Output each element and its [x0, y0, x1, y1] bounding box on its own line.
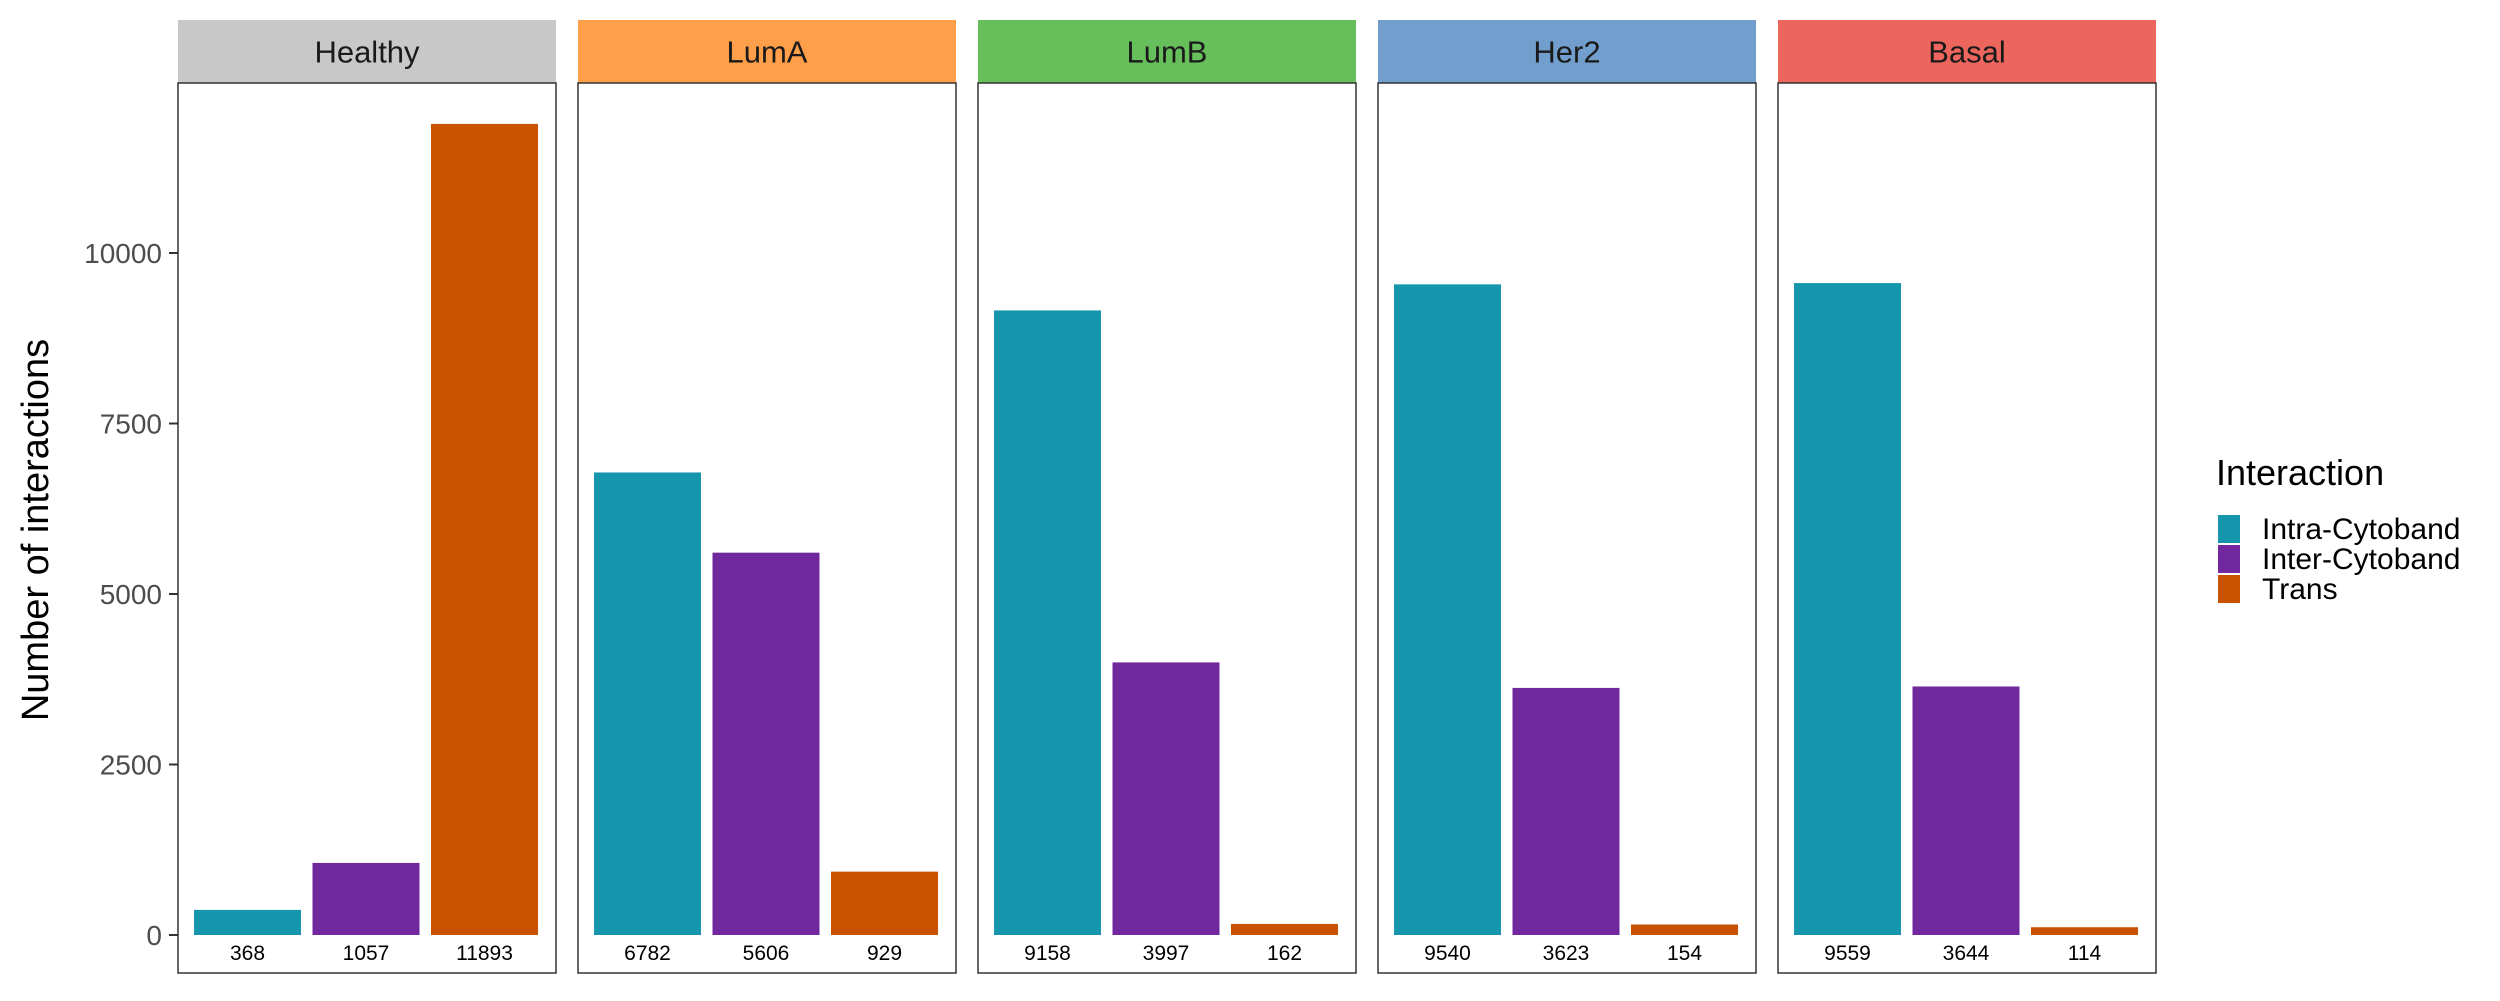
legend-title: Interaction	[2216, 452, 2384, 493]
facet-strip-label: LumA	[727, 35, 808, 70]
legend-label: Inter-Cytoband	[2262, 543, 2460, 576]
facet-her2: Her2 9540 3623 154	[1377, 20, 1757, 974]
bar-healthy-trans	[431, 123, 538, 935]
y-axis-title: Number of interactions	[15, 339, 57, 721]
legend-key	[2218, 515, 2240, 543]
facet-strip-label: Her2	[1533, 35, 1600, 70]
bar-lumb-inter-cytoband	[1112, 662, 1220, 935]
facet-basal: Basal 9559 3644 114	[1777, 20, 2157, 974]
y-tick-label: 7500	[100, 409, 162, 440]
facet-strip-label: Healthy	[314, 35, 420, 70]
bar-value-label: 1057	[343, 942, 390, 965]
legend-key	[2218, 575, 2240, 603]
legend-label: Trans	[2262, 573, 2338, 606]
bar-her2-inter-cytoband	[1512, 687, 1620, 935]
facet-lumb: LumB 9158 3997 162	[977, 20, 1357, 974]
bar-luma-trans	[831, 871, 938, 935]
y-tick-label: 0	[146, 920, 162, 951]
facet-strip	[1378, 20, 1756, 83]
facet-strip-label: LumB	[1127, 35, 1208, 70]
bar-value-label: 9540	[1424, 942, 1471, 965]
bar-her2-trans	[1631, 924, 1738, 935]
bar-value-label: 3623	[1543, 942, 1590, 965]
bar-value-label: 3644	[1943, 942, 1990, 965]
y-axis: 0 2500 5000 7500 10000	[84, 238, 178, 951]
facet-strip	[1778, 20, 2156, 83]
bar-value-label: 162	[1267, 942, 1302, 965]
y-tick-label: 2500	[100, 750, 162, 781]
bar-her2-intra-cytoband	[1394, 284, 1501, 935]
bar-value-label: 11893	[456, 942, 513, 965]
bar-lumb-trans	[1231, 923, 1338, 935]
bar-lumb-intra-cytoband	[994, 310, 1101, 935]
y-tick-label: 10000	[84, 238, 162, 269]
bar-luma-inter-cytoband	[712, 552, 820, 935]
facet-strip	[578, 20, 956, 83]
bar-basal-trans	[2031, 927, 2138, 935]
facets: Healthy 368 1057 11893 LumA 6782 5606 929 LumB 91…	[177, 20, 2157, 974]
bar-value-label: 114	[2068, 942, 2102, 965]
bar-value-label: 5606	[743, 942, 790, 965]
facet-luma: LumA 6782 5606 929	[577, 20, 957, 974]
bar-luma-intra-cytoband	[594, 472, 701, 935]
bar-basal-inter-cytoband	[1912, 686, 2020, 935]
bar-healthy-intra-cytoband	[194, 909, 301, 935]
facet-healthy: Healthy 368 1057 11893	[177, 20, 557, 974]
bar-value-label: 9559	[1824, 942, 1871, 965]
facet-strip-label: Basal	[1928, 35, 2006, 70]
legend: Interaction Intra-CytobandInter-Cytoband…	[2216, 452, 2460, 606]
bar-healthy-inter-cytoband	[312, 862, 420, 935]
facet-strip	[178, 20, 556, 83]
bar-value-label: 9158	[1024, 942, 1071, 965]
bar-value-label: 154	[1667, 942, 1702, 965]
legend-key	[2218, 545, 2240, 573]
y-tick-label: 5000	[100, 579, 162, 610]
facet-strip	[978, 20, 1356, 83]
bar-value-label: 6782	[624, 942, 671, 965]
bar-value-label: 368	[230, 942, 265, 965]
bar-basal-intra-cytoband	[1794, 283, 1901, 936]
legend-label: Intra-Cytoband	[2262, 513, 2460, 546]
bar-value-label: 929	[867, 942, 902, 965]
bar-value-label: 3997	[1143, 942, 1190, 965]
